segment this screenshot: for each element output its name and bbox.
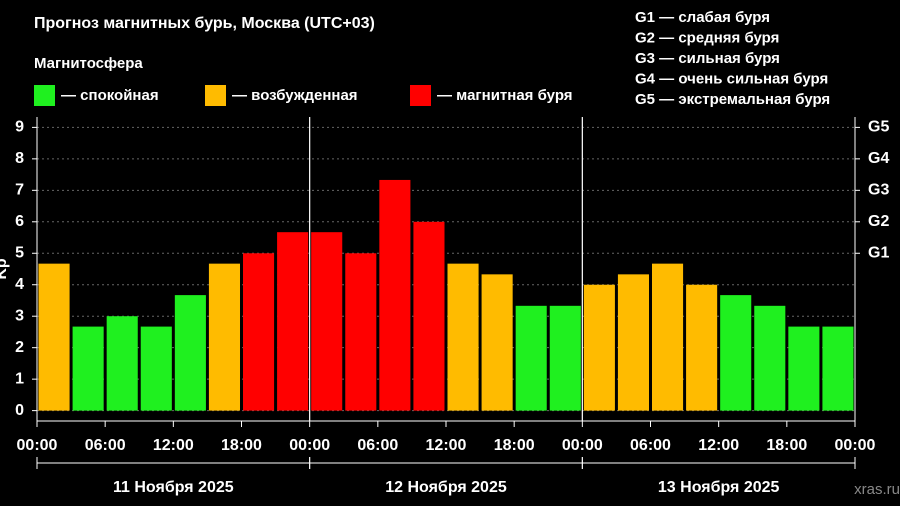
bar (413, 221, 445, 411)
bar (208, 263, 240, 411)
bar (481, 274, 513, 411)
y-tick-label: 8 (15, 150, 24, 167)
x-tick-label: 18:00 (494, 437, 535, 454)
x-tick-label: 00:00 (17, 437, 58, 454)
storm-scale-label: G3 — сильная буря (635, 50, 780, 67)
bar (720, 295, 752, 411)
bar (788, 326, 820, 411)
bar (243, 253, 275, 411)
bar (549, 305, 581, 411)
day-label: 12 Ноября 2025 (385, 479, 507, 496)
bar (106, 316, 138, 411)
storm-scale-label: G5 — экстремальная буря (635, 91, 830, 108)
x-tick-label: 00:00 (835, 437, 876, 454)
bar (345, 253, 377, 411)
x-tick-label: 06:00 (630, 437, 671, 454)
x-tick-label: 00:00 (289, 437, 330, 454)
y2-tick-label: G1 (868, 244, 889, 261)
y-tick-label: 5 (15, 244, 24, 261)
y-tick-label: 3 (15, 307, 24, 324)
bar (686, 284, 718, 411)
y2-tick-label: G5 (868, 119, 889, 136)
bar (174, 295, 206, 411)
storm-scale-label: G4 — очень сильная буря (635, 70, 828, 87)
storm-scale-label: G1 — слабая буря (635, 9, 770, 26)
x-tick-label: 18:00 (221, 437, 262, 454)
y-tick-label: 1 (15, 370, 24, 387)
legend-title: Магнитосфера (34, 55, 143, 72)
x-tick-label: 18:00 (766, 437, 807, 454)
y-tick-label: 4 (15, 276, 24, 293)
x-tick-label: 12:00 (698, 437, 739, 454)
bar (617, 274, 649, 411)
legend-label: — магнитная буря (437, 87, 573, 104)
bar (447, 263, 479, 411)
legend-label: — возбужденная (232, 87, 358, 104)
legend-label: — спокойная (61, 87, 159, 104)
y-axis-label: Kp (0, 258, 10, 280)
x-tick-label: 00:00 (562, 437, 603, 454)
legend-swatch (205, 85, 226, 106)
legend-swatch (410, 85, 431, 106)
bar (379, 179, 411, 411)
bar (822, 326, 854, 411)
bar (72, 326, 104, 411)
y-tick-label: 0 (15, 402, 24, 419)
y-tick-label: 2 (15, 339, 24, 356)
bar (140, 326, 172, 411)
bar (652, 263, 684, 411)
watermark: xras.ru (854, 481, 900, 498)
x-tick-label: 06:00 (85, 437, 126, 454)
x-tick-label: 12:00 (426, 437, 467, 454)
y2-tick-label: G2 (868, 213, 889, 230)
day-label: 13 Ноября 2025 (658, 479, 780, 496)
bar (311, 232, 343, 411)
bar (515, 305, 547, 411)
bar (583, 284, 615, 411)
y2-tick-label: G3 (868, 182, 889, 199)
storm-scale-label: G2 — средняя буря (635, 29, 779, 46)
y-tick-label: 6 (15, 213, 24, 230)
y2-tick-label: G4 (868, 150, 889, 167)
legend-swatch (34, 85, 55, 106)
y-tick-label: 7 (15, 182, 24, 199)
bar (754, 305, 786, 411)
y-tick-label: 9 (15, 119, 24, 136)
bar (277, 232, 309, 411)
bar (38, 263, 70, 411)
chart-title: Прогноз магнитных бурь, Москва (UTC+03) (34, 15, 375, 32)
x-tick-label: 06:00 (357, 437, 398, 454)
x-tick-label: 12:00 (153, 437, 194, 454)
day-label: 11 Ноября 2025 (113, 479, 234, 496)
